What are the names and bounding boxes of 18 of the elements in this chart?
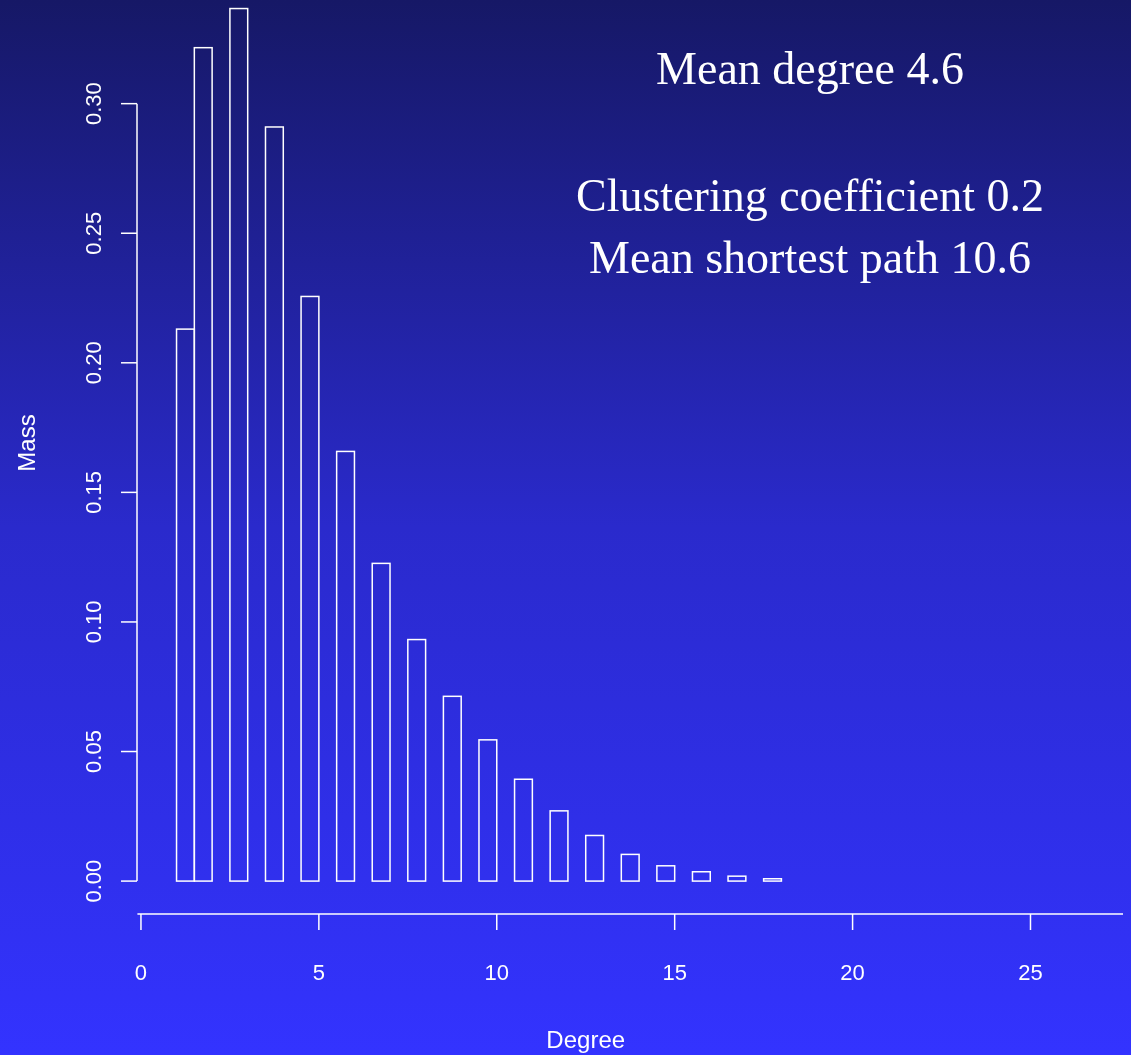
- annotation: Mean shortest path 10.6: [588, 231, 1032, 283]
- x-axis-title: Degree: [546, 1026, 626, 1053]
- y-tick-label: 0.15: [81, 470, 106, 514]
- y-tick-label: 0.10: [81, 600, 106, 644]
- y-tick-label: 0.30: [81, 82, 106, 126]
- x-tick-label: 5: [312, 960, 325, 985]
- x-tick-label: 15: [662, 960, 687, 985]
- y-tick-label: 0.25: [81, 211, 106, 255]
- y-tick-label: 0.05: [81, 730, 106, 773]
- y-tick-label: 0.20: [81, 341, 106, 385]
- x-tick-label: 0: [134, 960, 148, 985]
- x-tick-label: 20: [840, 960, 865, 985]
- annotation: Mean degree 4.6: [656, 42, 964, 94]
- y-axis-title: Mass: [13, 414, 40, 472]
- annotation: Clustering coefficient 0.2: [576, 169, 1044, 221]
- y-tick-label: 0.00: [81, 859, 106, 903]
- x-tick-label: 25: [1018, 960, 1043, 985]
- x-tick-label: 10: [484, 960, 510, 985]
